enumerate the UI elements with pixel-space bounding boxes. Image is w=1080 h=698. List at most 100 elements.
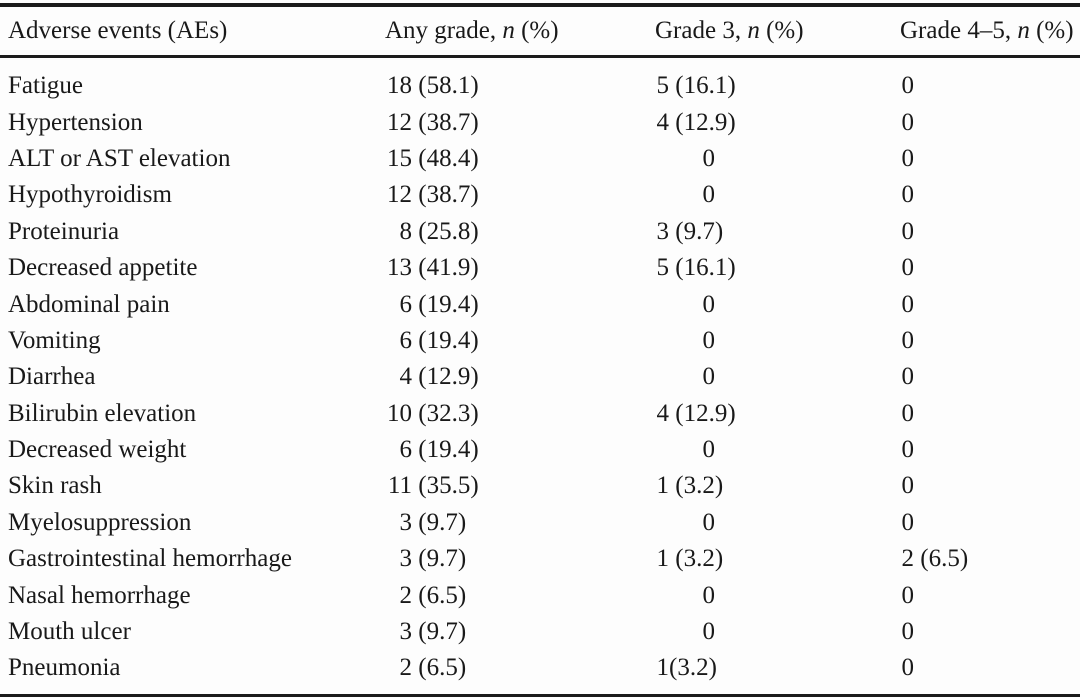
value-n: 0 xyxy=(901,181,915,209)
value-percent: (19.4) xyxy=(412,436,479,464)
cell-grade-3: 1 (3.2) xyxy=(655,468,900,504)
cell-event: Mouth ulcer xyxy=(8,618,131,646)
cell-any-grade: 12 (38.7) xyxy=(385,177,655,213)
value-n: 1 xyxy=(656,654,670,682)
value-percent: (6.5) xyxy=(412,581,467,609)
value-n: 4 xyxy=(656,108,670,136)
cell-event: Vomiting xyxy=(8,326,101,354)
value-n: 1 xyxy=(656,472,670,500)
cell-grade-4-5: 0 xyxy=(900,577,1080,613)
table-row: Bilirubin elevation 10 (32.3) 4 (12.9) 0 xyxy=(0,396,1080,432)
value-n: 6 xyxy=(399,436,413,464)
value-n: 6 xyxy=(399,326,413,354)
cell-grade-3: 5 (16.1) xyxy=(655,57,900,105)
value-percent: (19.4) xyxy=(412,326,479,354)
cell-event: Hypothyroidism xyxy=(8,181,172,209)
column-header-any-grade: Any grade, n (%) xyxy=(385,3,655,58)
cell-grade-3: 0 xyxy=(655,141,900,177)
value-n: 0 xyxy=(901,217,915,245)
value-percent: (9.7) xyxy=(412,618,467,646)
value-n: 1 xyxy=(656,545,670,573)
cell-event: Hypertension xyxy=(8,108,143,136)
value-n: 0 xyxy=(901,436,915,464)
cell-grade-3: 0 xyxy=(655,323,900,359)
value-n: 5 xyxy=(656,72,670,100)
value-percent: (9.7) xyxy=(412,545,467,573)
value-n: 0 xyxy=(901,508,915,536)
table-row: Hypothyroidism 12 (38.7) 0 0 xyxy=(0,177,1080,213)
cell-event: Proteinuria xyxy=(8,217,120,245)
value-n: 0 xyxy=(901,472,915,500)
table-row: Vomiting 6 (19.4) 0 0 xyxy=(0,323,1080,359)
value-percent: (32.3) xyxy=(412,399,479,427)
table-row: Mouth ulcer 3 (9.7) 0 0 xyxy=(0,614,1080,650)
cell-any-grade: 2 (6.5) xyxy=(385,650,655,697)
table-row: Decreased appetite 13 (41.9) 5 (16.1) 0 xyxy=(0,250,1080,286)
value-n: 0 xyxy=(702,181,716,209)
value-percent: (41.9) xyxy=(412,254,479,282)
value-n: 2 xyxy=(901,545,915,573)
value-n: 10 xyxy=(387,399,412,427)
value-n: 11 xyxy=(387,472,412,500)
table-row: Diarrhea 4 (12.9) 0 0 xyxy=(0,359,1080,395)
value-n: 0 xyxy=(702,581,716,609)
cell-any-grade: 11 (35.5) xyxy=(385,468,655,504)
cell-any-grade: 3 (9.7) xyxy=(385,505,655,541)
cell-event: Abdominal pain xyxy=(8,290,170,318)
cell-grade-4-5: 0 xyxy=(900,468,1080,504)
value-n: 0 xyxy=(901,108,915,136)
value-n: 3 xyxy=(399,618,413,646)
value-percent: (12.9) xyxy=(412,363,479,391)
value-n: 0 xyxy=(901,72,915,100)
header-row: Adverse events (AEs) Any grade, n (%) Gr… xyxy=(0,3,1080,58)
table-row: Myelosuppression 3 (9.7) 0 0 xyxy=(0,505,1080,541)
value-n: 0 xyxy=(702,618,716,646)
table-row: ALT or AST elevation 15 (48.4) 0 0 xyxy=(0,141,1080,177)
cell-event: Gastrointestinal hemorrhage xyxy=(8,545,292,573)
cell-grade-3: 0 xyxy=(655,505,900,541)
cell-grade-4-5: 0 xyxy=(900,57,1080,105)
table-row: Abdominal pain 6 (19.4) 0 0 xyxy=(0,286,1080,322)
cell-grade-4-5: 0 xyxy=(900,286,1080,322)
value-percent: (3.2) xyxy=(669,654,717,682)
cell-grade-4-5: 0 xyxy=(900,177,1080,213)
value-percent: (19.4) xyxy=(412,290,479,318)
cell-grade-3: 4 (12.9) xyxy=(655,396,900,432)
cell-any-grade: 6 (19.4) xyxy=(385,286,655,322)
value-n: 0 xyxy=(702,326,716,354)
value-n: 0 xyxy=(901,618,915,646)
cell-any-grade: 15 (48.4) xyxy=(385,141,655,177)
cell-grade-3: 1 (3.2) xyxy=(655,541,900,577)
value-n: 18 xyxy=(387,72,412,100)
value-n: 0 xyxy=(702,436,716,464)
value-n: 4 xyxy=(399,363,413,391)
cell-grade-3: 5 (16.1) xyxy=(655,250,900,286)
value-n: 0 xyxy=(901,326,915,354)
cell-event: Bilirubin elevation xyxy=(8,399,197,427)
value-percent: (16.1) xyxy=(669,254,736,282)
cell-any-grade: 2 (6.5) xyxy=(385,577,655,613)
cell-grade-3: 0 xyxy=(655,577,900,613)
cell-grade-4-5: 0 xyxy=(900,432,1080,468)
value-n: 12 xyxy=(387,181,412,209)
value-n: 0 xyxy=(702,363,716,391)
cell-grade-3: 0 xyxy=(655,177,900,213)
cell-event: Myelosuppression xyxy=(8,508,192,536)
value-percent: (12.9) xyxy=(669,399,736,427)
table-row: Fatigue 18 (58.1) 5 (16.1) 0 xyxy=(0,57,1080,105)
cell-event: Decreased appetite xyxy=(8,254,198,282)
value-n: 8 xyxy=(399,217,413,245)
value-n: 0 xyxy=(901,399,915,427)
cell-grade-3: 0 xyxy=(655,359,900,395)
value-percent: (9.7) xyxy=(412,508,467,536)
cell-event: Skin rash xyxy=(8,472,102,500)
value-percent: (3.2) xyxy=(669,545,724,573)
cell-grade-3: 1(3.2) xyxy=(655,650,900,697)
cell-grade-4-5: 0 xyxy=(900,359,1080,395)
value-percent: (12.9) xyxy=(669,108,736,136)
cell-event: ALT or AST elevation xyxy=(8,144,231,172)
cell-grade-4-5: 0 xyxy=(900,104,1080,140)
cell-any-grade: 12 (38.7) xyxy=(385,104,655,140)
table-row: Decreased weight 6 (19.4) 0 0 xyxy=(0,432,1080,468)
